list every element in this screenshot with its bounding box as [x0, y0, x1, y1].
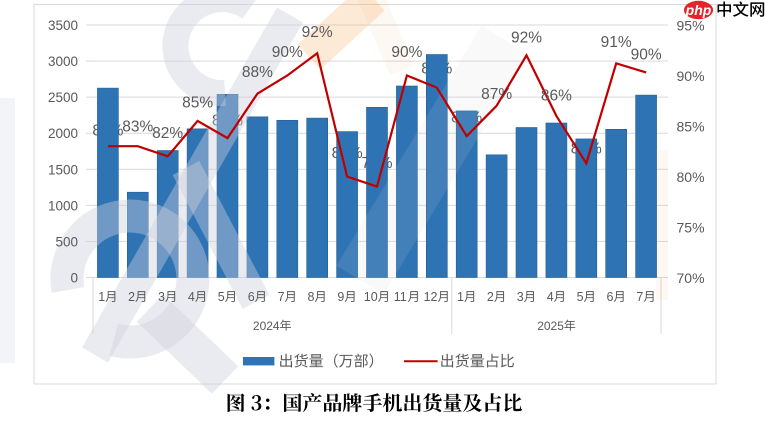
svg-text:3500: 3500: [48, 18, 78, 33]
svg-text:5: 5: [577, 290, 584, 304]
svg-text:1000: 1000: [48, 198, 78, 213]
svg-text:91%: 91%: [601, 34, 632, 51]
svg-text:9: 9: [337, 290, 344, 304]
svg-text:85%: 85%: [182, 95, 213, 112]
svg-text:80%: 80%: [677, 169, 705, 185]
svg-text:70%: 70%: [677, 270, 705, 286]
svg-text:95%: 95%: [677, 18, 705, 34]
svg-text:92%: 92%: [302, 24, 333, 41]
svg-text:1500: 1500: [48, 162, 78, 177]
svg-text:1: 1: [457, 290, 464, 304]
svg-text:2: 2: [487, 290, 494, 304]
svg-text:6: 6: [607, 290, 614, 304]
svg-text:6: 6: [248, 290, 255, 304]
svg-text:2000: 2000: [48, 126, 78, 141]
svg-text:87%: 87%: [481, 86, 512, 103]
svg-text:83%: 83%: [122, 119, 153, 136]
svg-text:90%: 90%: [391, 44, 422, 61]
svg-text:85%: 85%: [677, 119, 705, 135]
svg-text:88%: 88%: [242, 64, 273, 81]
svg-text:7: 7: [636, 290, 643, 304]
svg-text:2024: 2024: [253, 319, 280, 333]
svg-text:11: 11: [394, 290, 407, 304]
svg-text:82%: 82%: [152, 125, 183, 142]
svg-text:2: 2: [128, 290, 135, 304]
svg-text:1: 1: [98, 290, 105, 304]
svg-text:3: 3: [158, 290, 165, 304]
svg-text:92%: 92%: [511, 30, 542, 47]
svg-text:86%: 86%: [541, 88, 572, 105]
svg-text:90%: 90%: [272, 44, 303, 61]
svg-text:5: 5: [218, 290, 225, 304]
svg-text:2025: 2025: [537, 319, 564, 333]
svg-text:7: 7: [278, 290, 285, 304]
svg-text:php: php: [685, 2, 712, 18]
svg-text:3000: 3000: [48, 54, 78, 69]
svg-text:90%: 90%: [631, 47, 662, 64]
svg-text:10: 10: [364, 290, 378, 304]
svg-text:12: 12: [424, 290, 438, 304]
svg-text:3: 3: [517, 290, 524, 304]
svg-text:2500: 2500: [48, 90, 78, 105]
svg-text:0: 0: [70, 271, 78, 286]
svg-text:75%: 75%: [677, 220, 705, 236]
svg-text:8: 8: [308, 290, 315, 304]
svg-text:500: 500: [55, 234, 78, 249]
svg-text:4: 4: [188, 290, 195, 304]
svg-text:4: 4: [547, 290, 554, 304]
svg-text:90%: 90%: [677, 68, 705, 84]
